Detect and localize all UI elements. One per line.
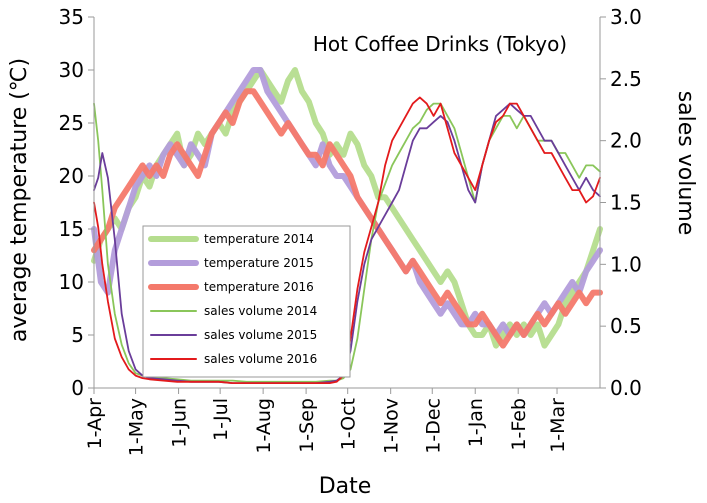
legend-box [142, 225, 351, 378]
left-tick-label: 0 [71, 376, 84, 400]
x-axis-title: Date [319, 474, 372, 499]
right-axis-title: sales volume [673, 91, 698, 236]
x-tick-label: 1-Aug [253, 398, 275, 454]
x-tick-label: 1-Sep [296, 398, 318, 453]
chart-title: Hot Coffee Drinks (Tokyo) [313, 32, 567, 56]
left-tick-label: 5 [71, 323, 84, 347]
temperature-series-layer [91, 67, 603, 349]
right-tick-label: 0.0 [610, 376, 642, 400]
right-tick-label: 2.5 [610, 67, 642, 91]
legend-label: sales volume 2014 [204, 304, 317, 318]
legend-label: sales volume 2015 [204, 328, 317, 342]
x-tick-label: 1-Jun [169, 398, 191, 448]
x-tick-label: 1-Oct [338, 398, 360, 450]
x-tick-label: 1-Nov [381, 398, 403, 454]
x-tick-label: 1-Jul [210, 398, 232, 441]
left-tick-label: 25 [59, 111, 84, 135]
legend-label: sales volume 2016 [204, 352, 317, 366]
left-axis-title: average temperature (℃) [7, 58, 32, 342]
x-tick-label: 1-Feb [508, 398, 530, 451]
sales-series-layer [93, 96, 601, 385]
right-tick-label: 1.5 [610, 191, 642, 215]
x-tick-label: 1-Apr [84, 398, 106, 450]
left-tick-label: 20 [59, 164, 84, 188]
right-tick-label: 1.0 [610, 252, 642, 276]
right-tick-label: 3.0 [610, 5, 642, 29]
left-tick-label: 35 [59, 5, 84, 29]
left-tick-label: 10 [59, 270, 84, 294]
left-tick-label: 15 [59, 217, 84, 241]
legend-label: temperature 2016 [204, 280, 314, 294]
legend-label: temperature 2015 [204, 256, 314, 270]
ticks-layer: 0 5 10 15 20 25 30 35 0.0 0.5 1.0 1.5 2.0 2.5 3.0 1-Apr… [59, 5, 642, 456]
x-tick-label: 1-Dec [422, 398, 444, 454]
series-line-temperature-2014 [91, 67, 603, 349]
series-line-temperature-2016 [91, 88, 603, 349]
chart-legend: temperature 2014 temperature 2015 temperat… [142, 225, 351, 378]
x-tick-label: 1-May [126, 398, 148, 456]
right-tick-label: 0.5 [610, 314, 642, 338]
left-tick-label: 30 [59, 58, 84, 82]
x-tick-label: 1-Mar [547, 398, 569, 453]
right-tick-label: 2.0 [610, 129, 642, 153]
series-line-sales-volume-2016 [93, 96, 601, 385]
legend-label: temperature 2014 [204, 232, 314, 246]
x-tick-label: 1-Jan [465, 398, 487, 447]
series-line-sales-volume-2015 [93, 102, 601, 385]
